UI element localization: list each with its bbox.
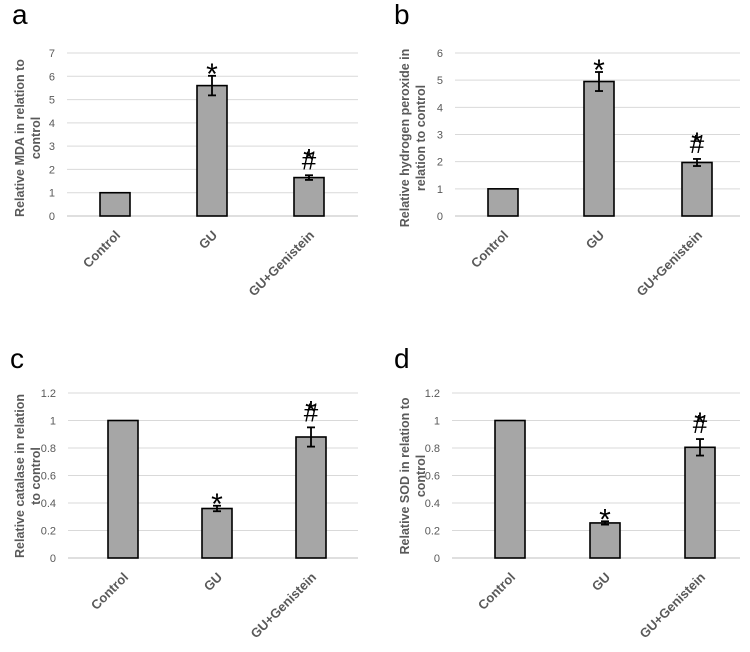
x-category-label: GU+Genistein [247,569,319,641]
y-tick-label: 4 [437,102,443,114]
significance-star: * [305,395,317,428]
bar-control [487,188,519,217]
panel-letter: a [12,0,28,30]
y-tick-label: 0.8 [41,443,56,455]
x-category-label: GU+Genistein [636,569,708,641]
significance-star: * [303,143,315,176]
y-tick-label: 0 [437,211,443,223]
y-tick-label: 3 [437,130,443,142]
y-tick-label: 2 [437,157,443,169]
y-tick-label: 6 [49,71,55,83]
y-tick-label: 3 [49,141,55,153]
significance-hash: # [690,129,705,159]
x-category-label: GU [201,570,225,594]
significance-star: * [593,54,605,87]
x-category-label: Control [468,228,511,271]
bar-control [99,191,131,217]
y-tick-label: 1 [437,184,443,196]
y-axis-label: Relative hydrogen peroxide in relation to… [398,49,428,228]
significance-star: * [599,503,611,536]
bar-gu-genistein [681,161,713,217]
y-tick-label: 0.6 [425,471,440,483]
significance-star: * [691,127,703,160]
y-tick-label: 0 [50,553,56,565]
bar-gu-genistein [684,446,716,559]
bar-gu [589,522,621,559]
bar-gu [201,507,233,559]
y-tick-label: 0.2 [41,526,56,538]
x-category-label: GU+Genistein [633,227,705,299]
panel-b: b 0 1 2 3 4 5 6 Relative hydrogen peroxide in rel… [394,0,740,299]
bar-gu-genistein [293,176,325,217]
significance-star: * [206,58,218,91]
y-axis-label: Relative MDA in relation to control [13,59,43,217]
bar-gu [196,84,228,217]
y-tick-label: 1 [50,416,56,428]
x-category-label: Control [80,228,123,271]
y-tick-label: 1 [434,416,440,428]
bar-gu-genistein [295,436,327,559]
y-tick-label: 1.2 [425,388,440,400]
significance-hash: # [693,409,708,439]
y-tick-label: 7 [49,48,55,60]
y-tick-label: 0 [434,553,440,565]
panel-letter: c [10,343,24,374]
significance-hash: # [304,397,319,427]
bar-control [107,419,139,559]
y-axis-label: Relative SOD in relation to control [398,397,428,554]
x-category-label: GU [589,570,613,594]
y-tick-label: 2 [49,164,55,176]
y-tick-label: 0.4 [41,498,56,510]
significance-star: * [211,488,223,521]
x-category-label: Control [88,570,131,613]
x-category-label: GU [196,228,220,252]
y-tick-label: 0.8 [425,443,440,455]
panel-letter: b [394,0,410,30]
y-tick-label: 4 [49,118,55,130]
y-tick-label: 0.6 [41,471,56,483]
x-category-label: GU [583,228,607,252]
y-tick-label: 0.4 [425,498,440,510]
x-category-label: GU+Genistein [245,227,317,299]
y-tick-label: 1.2 [41,388,56,400]
bar-control [494,419,526,559]
y-tick-label: 1 [49,188,55,200]
significance-star: * [694,407,706,440]
panel-a: a 0 1 2 3 4 5 6 7 Relative MDA in relation to cont… [12,0,358,299]
y-tick-label: 0 [49,211,55,223]
y-axis-label: Relative catalase in relation to control [13,394,43,558]
x-category-label: Control [475,570,518,613]
y-tick-label: 5 [49,95,55,107]
bar-gu [583,80,615,217]
y-tick-label: 0.2 [425,526,440,538]
panel-letter: d [394,343,410,374]
y-tick-label: 5 [437,75,443,87]
y-tick-label: 6 [437,48,443,60]
significance-hash: # [302,145,317,175]
